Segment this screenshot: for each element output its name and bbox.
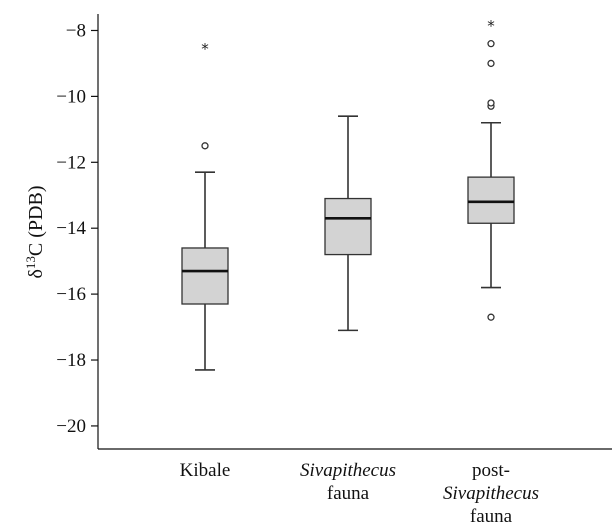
category-label: fauna [470,506,513,526]
extreme-point: * [201,40,209,58]
category-label: fauna [327,483,370,504]
plot-area: −20−18−16−14−12−10−8*Kibale Sivapithecusf… [56,14,612,526]
category-label: post- [472,460,510,481]
outlier-point [487,59,495,68]
category-label: Sivapithecus [300,460,396,481]
category-label: Sivapithecus [443,483,539,504]
outlier-point [487,313,495,321]
y-tick-label: −8 [66,20,86,41]
box-group: * Kibale [180,40,231,481]
y-tick-label: −14 [56,218,86,239]
outlier-point [487,99,495,107]
category-label: Kibale [180,460,231,481]
y-tick-label: −20 [56,416,86,437]
iqr-box [467,176,515,224]
y-tick-label: −10 [56,86,86,107]
iqr-box [181,247,229,305]
y-axis-title-prefix: δ [25,269,47,278]
y-axis-title-superscript: 13 [23,256,38,269]
y-tick-label: −18 [56,350,86,371]
outlier-point [487,40,495,48]
iqr-box [324,197,372,256]
outlier-point [201,142,209,150]
extreme-point: * [487,17,495,35]
y-axis-title-suffix: C (PDB) [25,185,47,256]
y-axis-title-text: δ13C (PDB) [23,185,47,278]
y-tick-label: −16 [56,284,86,305]
y-axis-title: δ13C (PDB) [23,185,47,278]
y-tick-label: −12 [56,152,86,173]
